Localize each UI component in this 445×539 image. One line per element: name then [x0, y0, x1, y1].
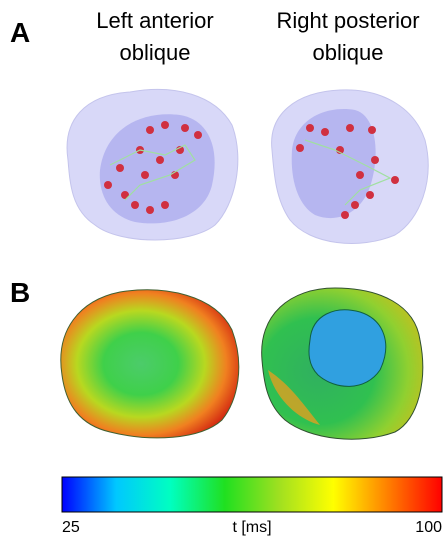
- activation-map: [61, 290, 239, 438]
- activation-map-region: [309, 310, 386, 387]
- heart-render: [272, 90, 429, 244]
- view-title: oblique: [120, 40, 191, 65]
- view-title: Left anterior: [96, 8, 213, 33]
- colorbar-label: t [ms]: [232, 519, 271, 536]
- colorbar: t [ms] 25 100: [62, 477, 442, 536]
- colorbar-scale: [62, 477, 442, 512]
- view-title: oblique: [313, 40, 384, 65]
- view-title: Right posterior: [276, 8, 419, 33]
- panel-label: B: [10, 277, 30, 308]
- colorbar-tick-label: 100: [415, 519, 442, 536]
- colorbar-tick-label: 25: [62, 519, 80, 536]
- panel-label: A: [10, 17, 30, 48]
- heart-render: [67, 89, 238, 240]
- figure: A Left anterior oblique Right posterior …: [0, 0, 445, 539]
